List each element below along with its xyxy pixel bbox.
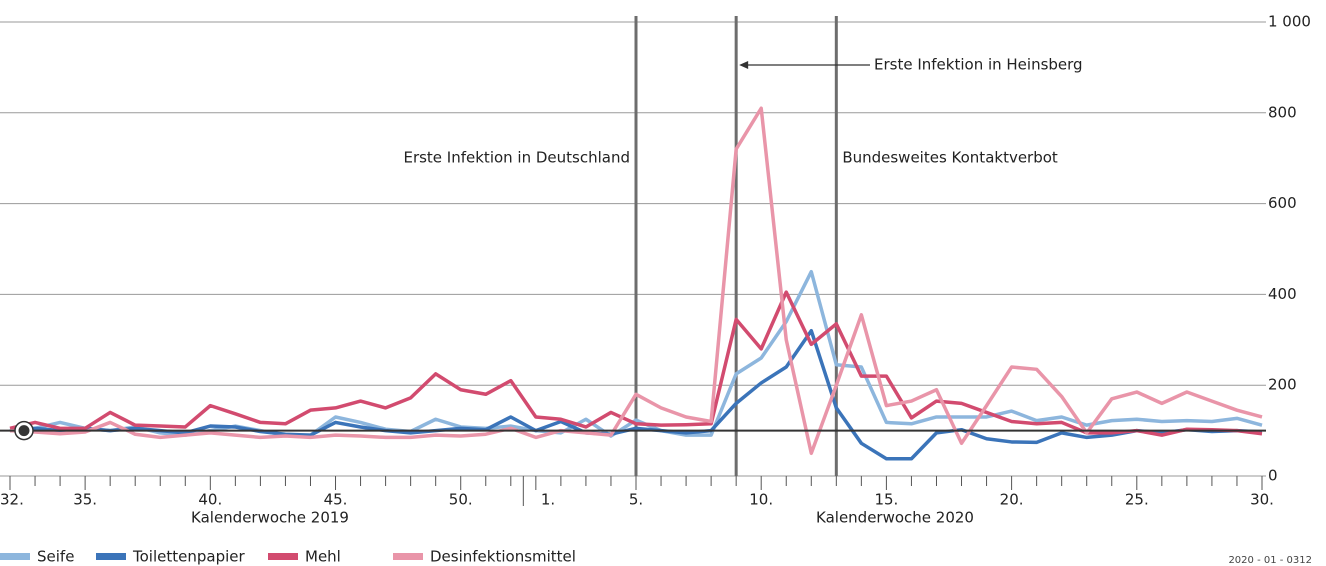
series-line <box>9 106 1263 456</box>
legend-swatch <box>0 553 30 560</box>
x-tick-label: 20. <box>1000 491 1024 509</box>
series-line <box>9 290 1263 437</box>
y-tick-label: 0 <box>1268 467 1278 485</box>
x-tick-label: 35. <box>73 491 97 509</box>
x-group-label: Kalenderwoche 2019 <box>191 509 349 527</box>
legend-swatch <box>393 553 423 560</box>
legend-label: Seife <box>37 548 74 566</box>
y-tick-label: 400 <box>1268 285 1297 303</box>
x-tick-label: 45. <box>324 491 348 509</box>
legend-swatch <box>96 553 126 560</box>
annotation: Bundesweites Kontaktverbot <box>842 149 1058 167</box>
series-line <box>9 328 1263 461</box>
x-tick-label: 25. <box>1125 491 1149 509</box>
legend-label: Mehl <box>305 548 341 566</box>
x-tick-label: 10. <box>749 491 773 509</box>
y-tick-label: 1 000 <box>1268 13 1311 31</box>
legend-label: Toilettenpapier <box>132 548 245 566</box>
series-line <box>9 269 1263 438</box>
y-tick-label: 200 <box>1268 376 1297 394</box>
x-group-label: Kalenderwoche 2020 <box>816 509 974 527</box>
reference-marker-dot <box>18 425 30 437</box>
y-tick-label: 600 <box>1268 194 1297 212</box>
y-tick-label: 800 <box>1268 103 1297 121</box>
x-tick-label: 5. <box>629 491 643 509</box>
x-tick-label: 40. <box>198 491 222 509</box>
footer: 2020 - 01 - 0312 <box>1228 555 1312 566</box>
x-tick-label: 30. <box>1250 491 1274 509</box>
x-tick-label: 1. <box>541 491 555 509</box>
annotation: Erste Infektion in Deutschland <box>403 149 630 167</box>
legend-swatch <box>268 553 298 560</box>
legend-label: Desinfektionsmittel <box>430 548 576 566</box>
x-tick-label: 32. <box>0 491 24 509</box>
annotation: Erste Infektion in Heinsberg <box>874 56 1083 74</box>
x-tick-label: 15. <box>874 491 898 509</box>
x-tick-label: 50. <box>449 491 473 509</box>
annotation-arrowhead <box>739 61 749 69</box>
